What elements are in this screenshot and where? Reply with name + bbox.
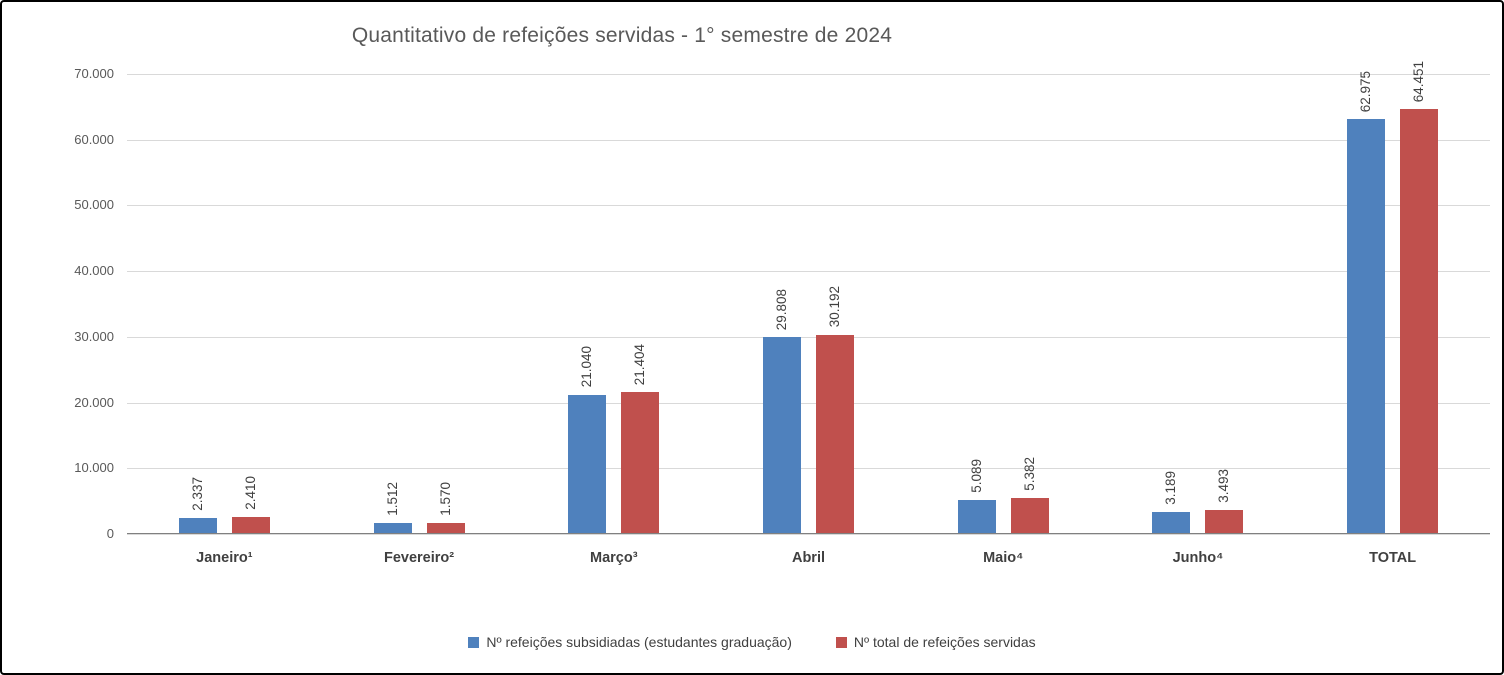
bar-series1 xyxy=(763,337,801,533)
gridline xyxy=(127,271,1490,273)
y-tick-label: 40.000 xyxy=(74,263,114,279)
bar-series2 xyxy=(1010,497,1049,533)
bar-value-label: 2.337 xyxy=(189,476,205,511)
gridline xyxy=(127,336,1490,338)
gridline xyxy=(127,468,1490,470)
bar-value-label: 21.404 xyxy=(632,344,648,386)
gridline xyxy=(127,205,1490,207)
legend-swatch-icon xyxy=(835,636,847,648)
x-category-label: Março³ xyxy=(590,550,638,566)
bar-value-label: 64.451 xyxy=(1411,61,1427,103)
bar-series2 xyxy=(231,517,270,533)
y-tick-label: 20.000 xyxy=(74,394,114,410)
gridline xyxy=(127,402,1490,404)
y-tick-label: 30.000 xyxy=(74,328,114,344)
bar-series1 xyxy=(568,394,607,533)
x-category-label: Janeiro¹ xyxy=(196,550,253,566)
x-category-label: Fevereiro² xyxy=(383,550,455,566)
gridline xyxy=(127,74,1490,75)
gridline xyxy=(127,139,1490,141)
bar-series1 xyxy=(373,523,412,533)
legend-swatch-icon xyxy=(468,636,480,648)
x-category-label: TOTAL xyxy=(1369,550,1417,566)
bar-series2 xyxy=(1205,510,1244,533)
y-tick-label: 10.000 xyxy=(74,460,114,476)
x-category-label: Abril xyxy=(791,550,825,566)
bar-series2 xyxy=(621,392,660,533)
plot-area: 2.337 2.410 1.512 1.570 21.040 21.404 29.808 30… xyxy=(127,61,1490,535)
bar-value-label: 62.975 xyxy=(1358,70,1374,113)
y-tick-label: 70.000 xyxy=(74,66,114,81)
y-tick-label: 50.000 xyxy=(74,197,114,213)
y-tick-label: 60.000 xyxy=(74,131,114,147)
chart-title: Quantitativo de refeições servidas - 1° … xyxy=(351,24,893,47)
bar-series1 xyxy=(1347,119,1386,533)
bar-value-label: 3.189 xyxy=(1163,471,1179,506)
legend: Nº refeições subsidiadas (estudantes gra… xyxy=(2,634,1502,650)
x-category-label: Maio⁴ xyxy=(983,550,1024,566)
bar-series1 xyxy=(1152,512,1191,533)
bar-value-label: 30.192 xyxy=(827,286,842,328)
bar-value-label: 3.493 xyxy=(1216,469,1232,504)
legend-item: Nº refeições subsidiadas (estudantes gra… xyxy=(468,634,792,650)
bar-series2 xyxy=(1400,109,1439,533)
legend-label: Nº total de refeições servidas xyxy=(853,634,1036,650)
bar-value-label: 29.808 xyxy=(774,288,789,331)
gridline xyxy=(127,534,1490,535)
bar-series1 xyxy=(178,517,217,533)
legend-label: Nº refeições subsidiadas (estudantes gra… xyxy=(486,634,792,650)
bar-value-label: 5.382 xyxy=(1021,456,1037,491)
bar-value-label: 5.089 xyxy=(968,458,984,493)
bar-value-label: 2.410 xyxy=(242,476,258,511)
bar-series1 xyxy=(957,499,996,533)
bar-value-label: 1.512 xyxy=(384,482,400,517)
bar-series2 xyxy=(816,334,854,533)
bar-value-label: 21.040 xyxy=(579,346,595,388)
x-category-label: Junho⁴ xyxy=(1172,550,1224,566)
legend-item: Nº total de refeições servidas xyxy=(835,634,1036,650)
bar-series2 xyxy=(426,522,465,533)
y-tick-label: 0 xyxy=(106,526,114,541)
bar-value-label: 1.570 xyxy=(437,481,453,516)
